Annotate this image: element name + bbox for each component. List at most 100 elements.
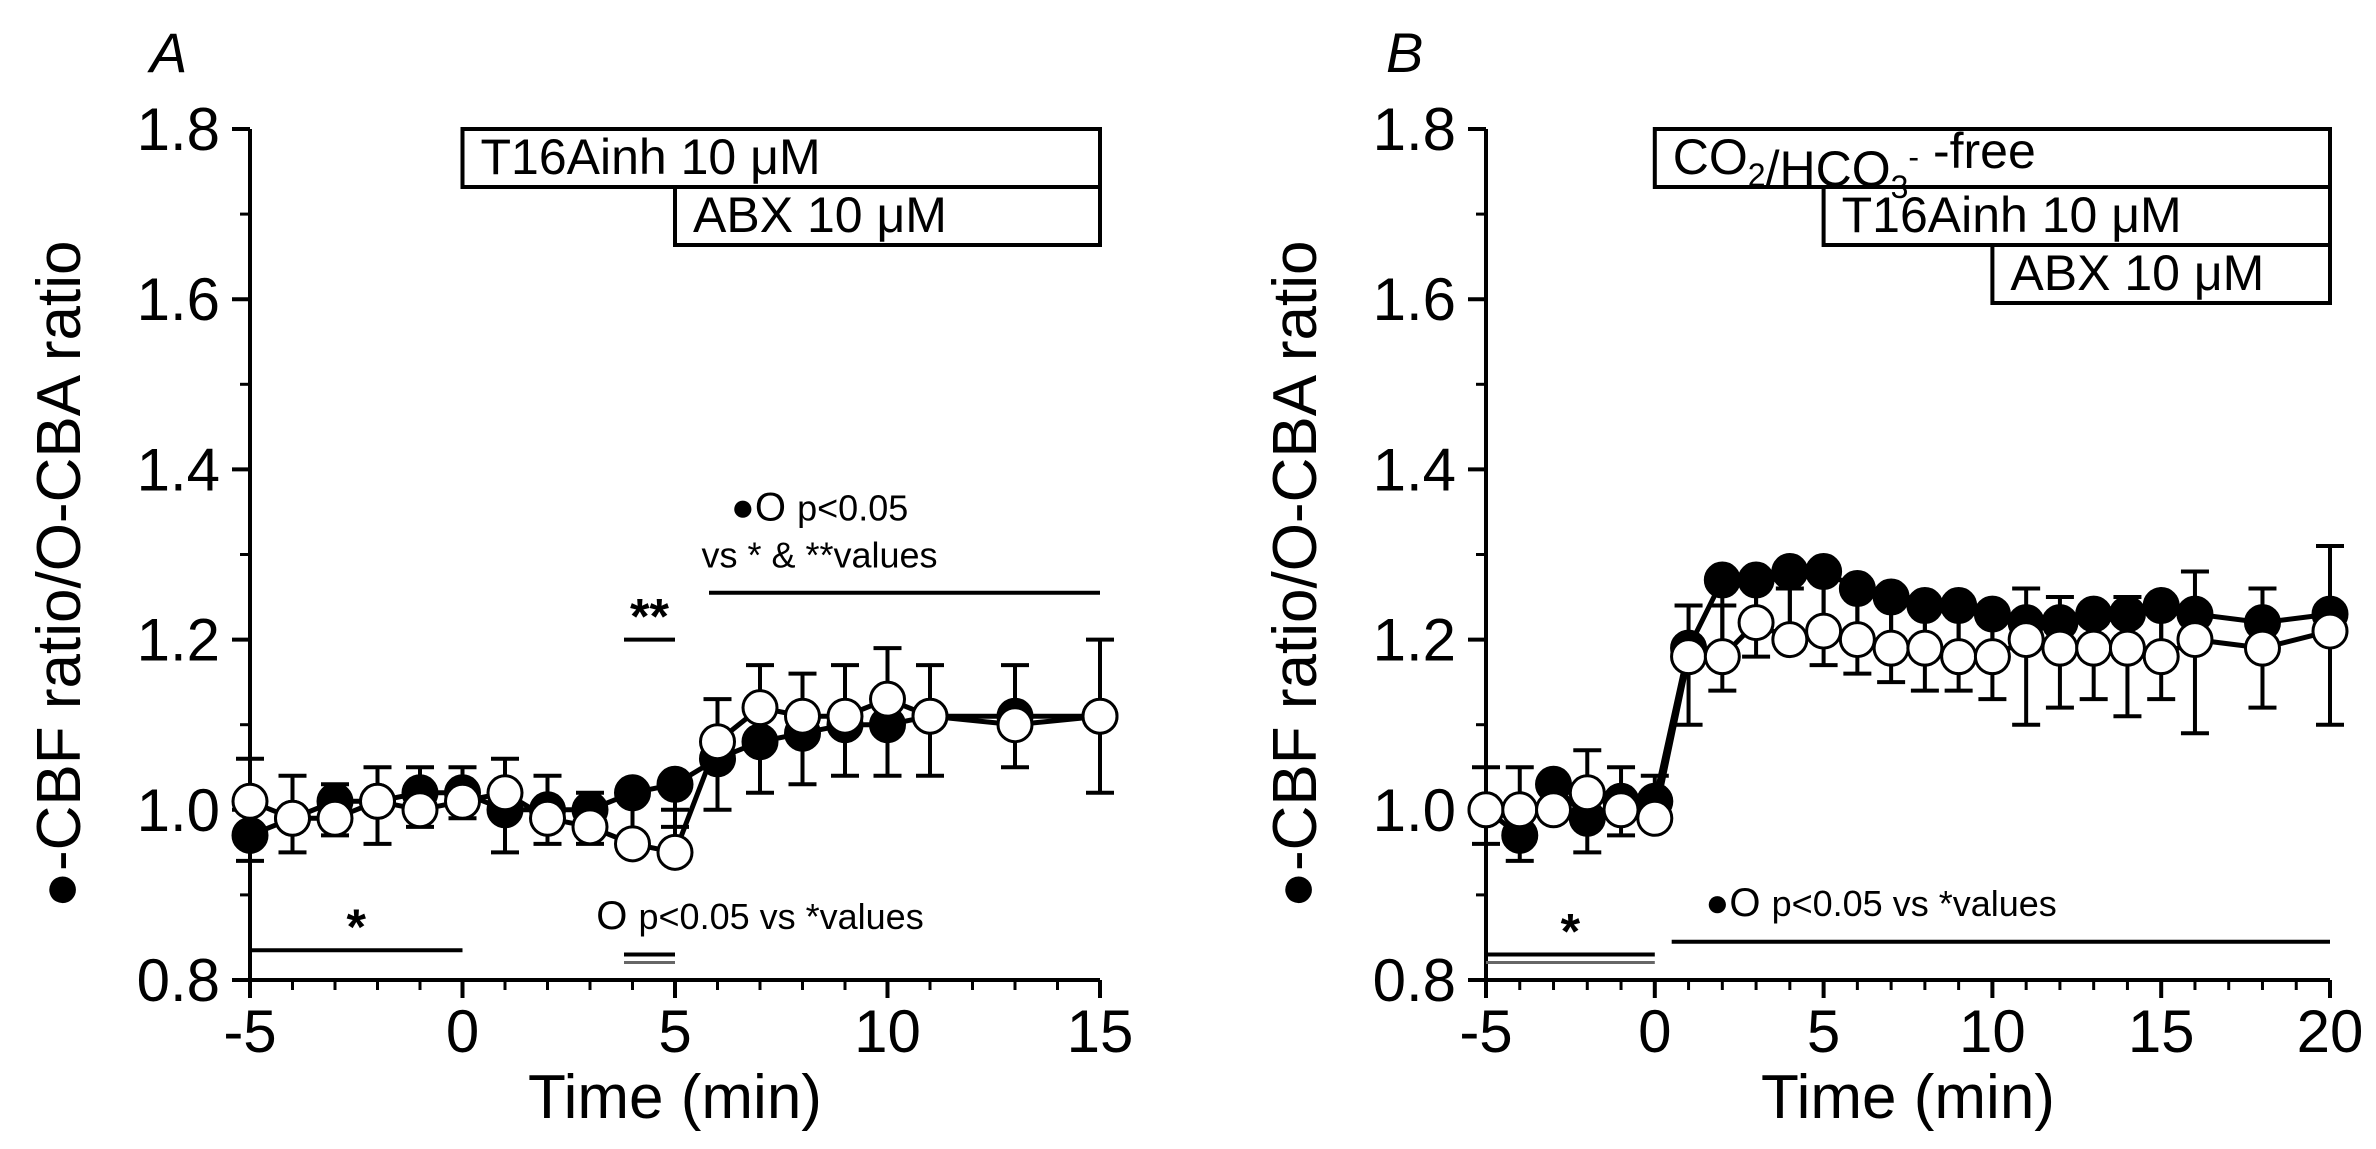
y-tick-label: 0.8 <box>137 947 220 1014</box>
data-point-open <box>316 799 354 837</box>
panel-label: A <box>147 21 187 84</box>
data-point-open <box>1906 629 1944 667</box>
x-tick-label: 5 <box>658 998 691 1065</box>
y-tick-label: 1.0 <box>1373 777 1456 844</box>
x-axis-title: Time (min) <box>1761 1063 2055 1132</box>
data-point-filled <box>1872 578 1910 616</box>
x-tick-label: 0 <box>446 998 479 1065</box>
data-point-open <box>614 825 651 863</box>
significance-marker: ** <box>630 589 669 645</box>
data-point-filled <box>2142 587 2180 625</box>
data-point-open <box>1771 621 1809 659</box>
data-point-open <box>1805 612 1843 650</box>
treatment-box <box>1990 243 2333 305</box>
data-point-filled <box>1940 587 1978 625</box>
x-tick-label: 20 <box>2297 998 2364 1065</box>
x-tick-label: 5 <box>1807 998 1840 1065</box>
x-tick-label: 0 <box>1638 998 1671 1065</box>
treatment-box-label: ABX 10 μM <box>693 187 947 243</box>
data-point-open <box>1737 604 1775 642</box>
data-point-filled <box>1737 561 1775 599</box>
treatment-box-label: ABX 10 μM <box>2010 245 2264 301</box>
data-point-open <box>1940 638 1978 676</box>
data-point-open <box>444 782 481 820</box>
y-axis-title: ●-CBF ratio/O-CBA ratio <box>25 241 94 909</box>
treatment-box-label: T16Ainh 10 μM <box>481 129 821 185</box>
y-tick-label: 0.8 <box>1373 947 1456 1014</box>
panel-b: B 0.8 1.0 1.2 1.4 1.6 1.8 -5 0 5 10 15 20 Time (min) ●… <box>1261 21 2363 1132</box>
data-point-filled <box>1906 587 1944 625</box>
annotation: ●O p<0.05 <box>731 485 909 529</box>
data-point-open <box>2041 629 2079 667</box>
data-point-filled <box>1973 595 2011 633</box>
data-point-filled <box>2108 595 2146 633</box>
data-point-open <box>1670 638 1708 676</box>
data-point-open <box>359 782 396 820</box>
data-point-open <box>869 680 906 718</box>
data-point-open <box>231 782 269 820</box>
treatment-box <box>673 185 1102 247</box>
data-point-filled <box>1805 553 1843 591</box>
data-point-open <box>274 799 311 837</box>
y-tick-label: 1.2 <box>137 607 220 674</box>
y-tick-label: 1.4 <box>137 436 220 503</box>
data-point-filled <box>2075 595 2113 633</box>
data-point-open <box>1838 621 1876 659</box>
x-tick-label: 15 <box>2128 998 2195 1065</box>
data-point-open <box>1636 799 1674 837</box>
x-tick-label: 10 <box>854 998 921 1065</box>
data-point-filled <box>1771 553 1809 591</box>
data-point-open <box>1535 791 1573 829</box>
y-tick-label: 1.8 <box>137 96 220 163</box>
data-point-open <box>1602 791 1640 829</box>
data-point-open <box>741 689 779 727</box>
panel-label: B <box>1386 21 1423 84</box>
data-point-open <box>1501 791 1539 829</box>
data-point-open <box>1973 638 2011 676</box>
data-point-open <box>1081 697 1119 735</box>
x-tick-label: 15 <box>1067 998 1134 1065</box>
data-point-open <box>699 723 736 761</box>
y-tick-label: 1.4 <box>1373 436 1456 503</box>
x-axis-title: Time (min) <box>528 1063 822 1132</box>
data-point-open <box>2142 638 2180 676</box>
data-point-open <box>2243 629 2281 667</box>
data-point-open <box>1467 791 1505 829</box>
y-tick-label: 1.2 <box>1373 607 1456 674</box>
data-point-open <box>784 697 821 735</box>
data-point-open <box>911 697 949 735</box>
panel-a: A 0.8 1.0 1.2 1.4 1.6 1.8 -5 0 5 10 15 Time (min) ●-C… <box>25 21 1133 1132</box>
data-point-filled <box>231 816 269 854</box>
data-point-open <box>656 833 694 871</box>
x-tick-label: -5 <box>223 998 276 1065</box>
annotation: vs * & **values <box>701 534 937 575</box>
data-point-open <box>2007 621 2045 659</box>
data-point-open <box>996 706 1034 744</box>
y-tick-label: 1.6 <box>137 266 220 333</box>
data-point-open <box>1568 774 1606 812</box>
y-tick-label: 1.8 <box>1373 96 1456 163</box>
y-tick-label: 1.0 <box>137 777 220 844</box>
y-tick-label: 1.6 <box>1373 266 1456 333</box>
data-point-open <box>826 697 864 735</box>
data-point-open <box>1703 638 1741 676</box>
y-axis-title: ●-CBF ratio/O-CBA ratio <box>1261 241 1330 909</box>
annotation: ●O p<0.05 vs *values <box>1705 881 2057 925</box>
data-point-open <box>2176 621 2214 659</box>
data-point-open <box>401 791 439 829</box>
data-point-filled <box>1703 561 1741 599</box>
data-point-filled <box>614 774 651 812</box>
data-point-filled <box>741 723 779 761</box>
data-point-open <box>2075 629 2113 667</box>
treatment-box-label: T16Ainh 10 μM <box>1842 187 2182 243</box>
x-tick-label: 10 <box>1959 998 2026 1065</box>
treatment-box-label: CO2/HCO3- -free <box>1673 123 2036 205</box>
data-point-open <box>571 808 609 846</box>
significance-marker: * <box>1561 903 1581 959</box>
x-tick-label: -5 <box>1459 998 1512 1065</box>
significance-marker: * <box>347 899 367 955</box>
data-point-open <box>2108 629 2146 667</box>
data-point-open <box>2311 612 2349 650</box>
annotation: O p<0.05 vs *values <box>596 894 923 938</box>
